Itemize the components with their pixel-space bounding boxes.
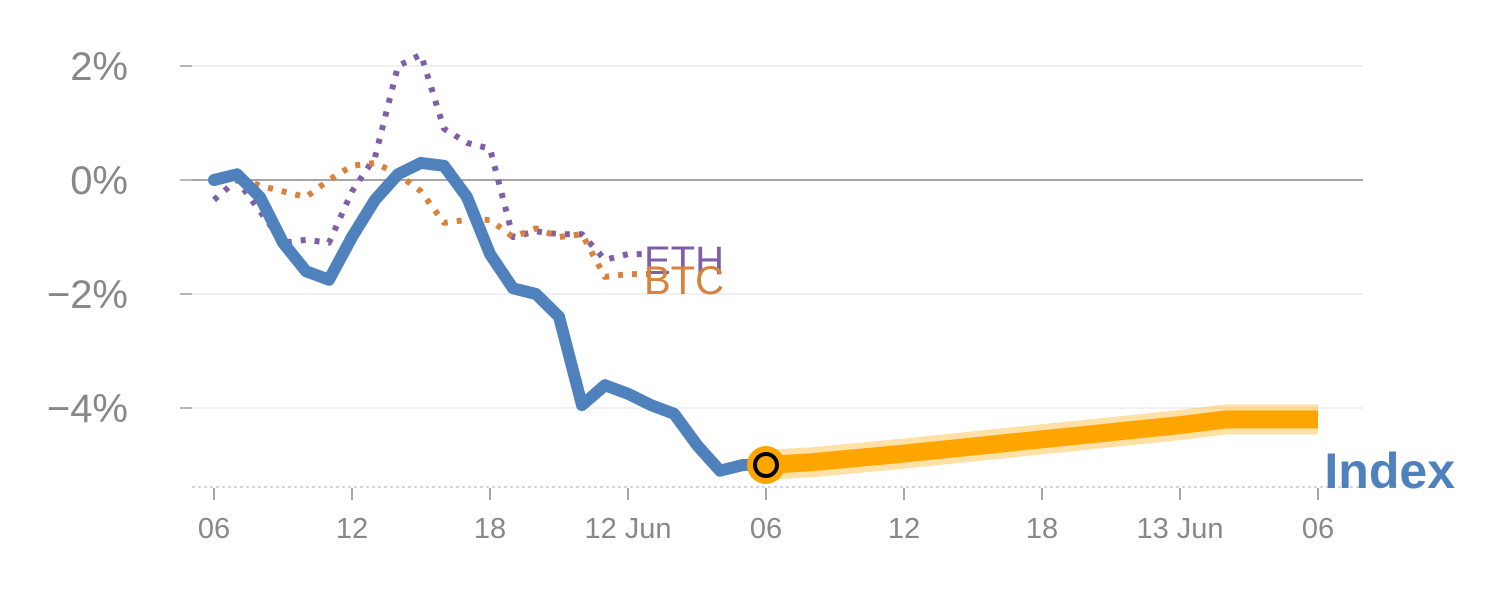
current-point-marker xyxy=(747,446,785,484)
x-tick-label: 12 Jun xyxy=(584,513,671,545)
series-label-eth: ETH xyxy=(644,239,724,283)
series-line-btc xyxy=(213,159,651,280)
x-tick-label: 13 Jun xyxy=(1136,513,1223,545)
x-tick-label: 06 xyxy=(198,513,230,545)
y-tick-label: 2% xyxy=(70,45,128,89)
series-label-btc: BTC xyxy=(644,259,724,303)
series-line-index xyxy=(208,156,772,477)
x-tick-label: 12 xyxy=(888,513,920,545)
series-line-projection xyxy=(765,410,1318,474)
x-axis: 06 12 18 12 Jun 06 12 18 13 Jun 06 xyxy=(192,486,1363,545)
y-tick-label: −2% xyxy=(47,273,128,317)
x-tick-label: 18 xyxy=(474,513,506,545)
y-tick-label: −4% xyxy=(47,387,128,431)
gridlines xyxy=(192,65,1363,409)
y-axis: 2% 0% −2% −4% xyxy=(47,45,192,431)
x-tick-label: 12 xyxy=(336,513,368,545)
x-tick-label: 18 xyxy=(1026,513,1058,545)
x-tick-label: 06 xyxy=(1302,513,1334,545)
series-label-index: Index xyxy=(1324,443,1455,499)
series-lines xyxy=(208,51,1318,480)
y-tick-label: 0% xyxy=(70,159,128,203)
marker-inner xyxy=(753,452,779,478)
x-tick-label: 06 xyxy=(750,513,782,545)
